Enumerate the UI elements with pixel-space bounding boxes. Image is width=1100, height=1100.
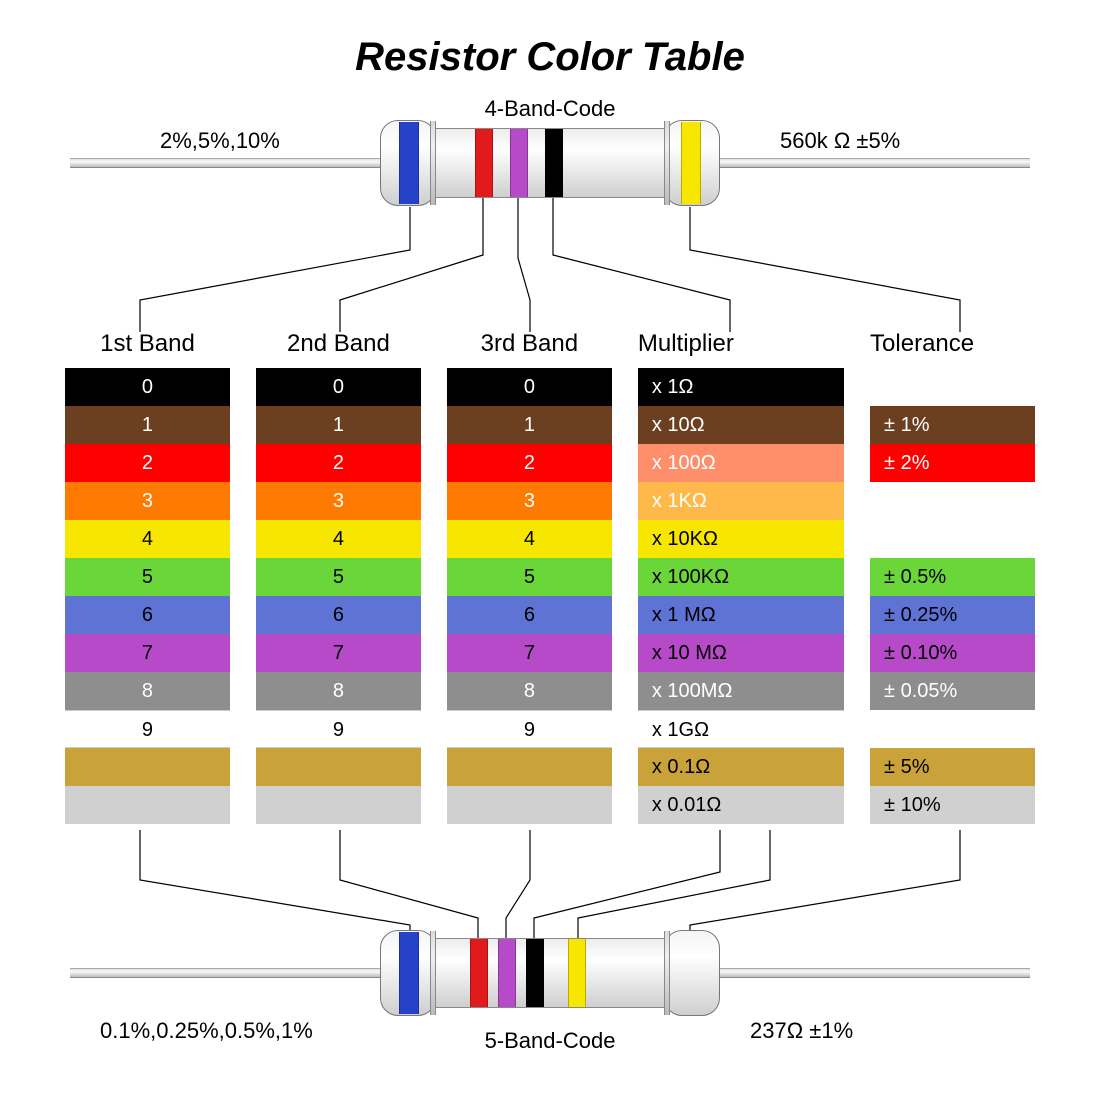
swatch: 9 [65,710,230,748]
swatch [65,786,230,824]
swatch [447,748,612,786]
column-tolerance: Tolerance ± 1%± 2% ± 0.5%± 0.25%± 0.10%± 0… [870,330,1035,824]
swatch: 2 [65,444,230,482]
color-band [399,122,419,204]
color-band [475,129,493,197]
swatch: x 100Ω [638,444,844,482]
end-cap-right [664,930,720,1016]
color-band [568,939,586,1007]
lead-left [70,158,380,168]
swatch: x 1KΩ [638,482,844,520]
spacer [870,520,1035,558]
swatch: 4 [256,520,421,558]
column-digit-col: 1st Band 0123456789 [65,330,230,824]
swatch: 7 [65,634,230,672]
column-header: Tolerance [870,330,1035,360]
swatch: ± 1% [870,406,1035,444]
swatch: 6 [447,596,612,634]
resistor-barrel [436,938,664,1008]
swatch: 9 [256,710,421,748]
end-cap-left [380,120,436,206]
swatch: 1 [256,406,421,444]
bottom-resistor [0,930,1100,1016]
swatch: 5 [447,558,612,596]
color-band [470,939,488,1007]
swatch: 7 [256,634,421,672]
column-header: 2nd Band [256,330,421,360]
lead-right [720,158,1030,168]
swatch: 8 [65,672,230,710]
swatch: x 100MΩ [638,672,844,710]
spacer [870,368,1035,406]
color-band [498,939,516,1007]
swatch [447,786,612,824]
bottom-code-label: 5-Band-Code [0,1028,1100,1054]
swatch: ± 0.10% [870,634,1035,672]
swatch: 3 [256,482,421,520]
swatch: ± 0.05% [870,672,1035,710]
column-header: Multiplier [638,330,844,360]
swatch: 6 [65,596,230,634]
swatch: x 0.1Ω [638,748,844,786]
swatch: x 1GΩ [638,710,844,748]
swatch [65,748,230,786]
swatch: ± 0.5% [870,558,1035,596]
spacer [870,482,1035,520]
swatch: x 100KΩ [638,558,844,596]
swatch: 9 [447,710,612,748]
swatch: 8 [256,672,421,710]
swatch: 7 [447,634,612,672]
spacer [870,710,1035,748]
column-header: 1st Band [65,330,230,360]
page-title: Resistor Color Table [0,35,1100,80]
swatch: 2 [256,444,421,482]
swatch: 2 [447,444,612,482]
swatch [256,748,421,786]
swatch: 1 [65,406,230,444]
swatch: ± 2% [870,444,1035,482]
color-band [399,932,419,1014]
swatch: ± 10% [870,786,1035,824]
swatch: x 0.01Ω [638,786,844,824]
swatch: x 1Ω [638,368,844,406]
end-cap-right [664,120,720,206]
column-digit-col: 2nd Band 0123456789 [256,330,421,824]
color-columns: 1st Band01234567892nd Band01234567893rd … [65,330,1035,824]
swatch: x 10KΩ [638,520,844,558]
color-band [526,939,544,1007]
lead-left [70,968,380,978]
swatch: 1 [447,406,612,444]
swatch: 4 [65,520,230,558]
swatch: x 1 MΩ [638,596,844,634]
swatch: ± 5% [870,748,1035,786]
swatch: ± 0.25% [870,596,1035,634]
top-code-label: 4-Band-Code [0,96,1100,122]
swatch: 4 [447,520,612,558]
swatch: x 10 MΩ [638,634,844,672]
swatch: 0 [447,368,612,406]
color-band [545,129,563,197]
swatch: 6 [256,596,421,634]
color-band [681,122,701,204]
swatch: 3 [65,482,230,520]
end-cap-left [380,930,436,1016]
color-band [510,129,528,197]
lead-right [720,968,1030,978]
swatch: 0 [65,368,230,406]
resistor-barrel [436,128,664,198]
swatch: 5 [65,558,230,596]
column-header: 3rd Band [447,330,612,360]
swatch: 3 [447,482,612,520]
column-multiplier: Multiplierx 1Ωx 10Ωx 100Ωx 1KΩx 10KΩx 10… [638,330,844,824]
swatch: 8 [447,672,612,710]
swatch: 5 [256,558,421,596]
swatch: 0 [256,368,421,406]
column-digit-col: 3rd Band 0123456789 [447,330,612,824]
top-resistor [0,120,1100,206]
swatch: x 10Ω [638,406,844,444]
swatch [256,786,421,824]
